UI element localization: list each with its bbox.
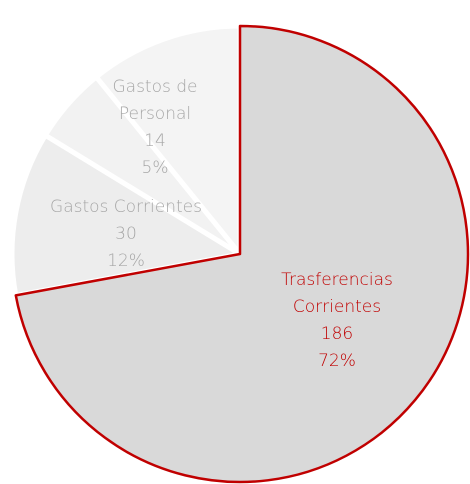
percent-label: 12%: [107, 251, 145, 271]
category-label: Gastos Corrientes: [50, 197, 202, 217]
value-label: 30: [115, 224, 137, 244]
pie-slice: [14, 24, 470, 484]
value-label: 186: [320, 324, 354, 344]
value-label: 14: [144, 131, 166, 151]
data-label: Trasferencias Corrientes 186 72%: [262, 267, 412, 375]
pie-slice: [93, 23, 243, 257]
category-label: Gastos de Personal: [112, 77, 198, 124]
category-label: Trasferencias Corrientes: [281, 270, 393, 317]
pie-slice: [9, 132, 243, 298]
percent-label: 72%: [318, 351, 356, 371]
data-label: Gastos de Personal 14 5%: [90, 74, 220, 182]
percent-label: 5%: [141, 158, 169, 178]
data-label: Gastos Corrientes 30 12%: [15, 194, 237, 275]
